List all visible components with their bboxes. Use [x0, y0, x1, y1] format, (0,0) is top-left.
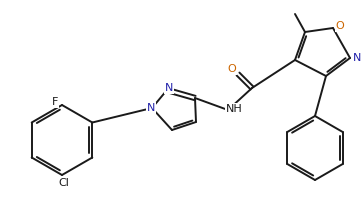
Text: N: N: [147, 103, 155, 113]
Text: Cl: Cl: [59, 178, 70, 188]
Text: N: N: [165, 83, 173, 93]
Text: NH: NH: [226, 104, 242, 114]
Text: O: O: [228, 64, 236, 74]
Text: O: O: [336, 21, 344, 31]
Text: F: F: [52, 97, 58, 107]
Text: N: N: [353, 53, 361, 63]
